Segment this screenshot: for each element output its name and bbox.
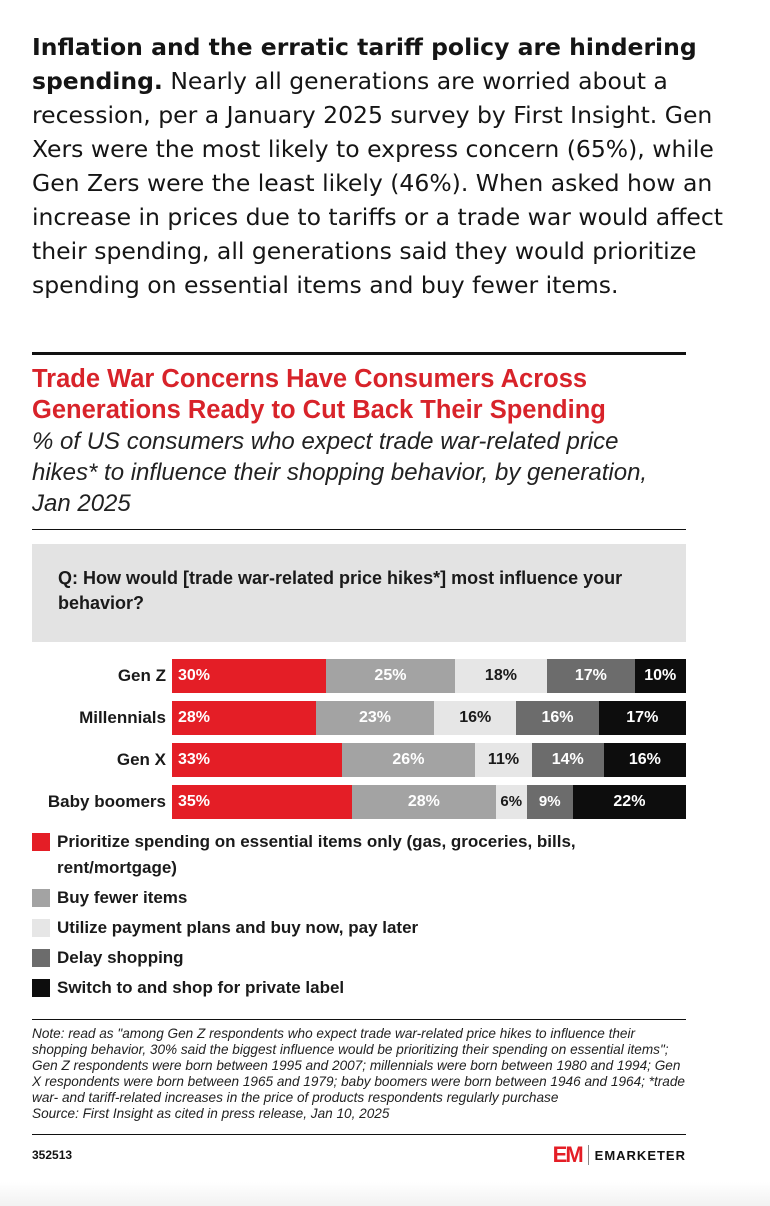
chart-note: Note: read as "among Gen Z respondents w… (32, 1026, 686, 1122)
bar-segment-gen-z-series-3: 18% (454, 659, 548, 693)
bar-stack: 35% 28% 6% 9% 22% (172, 785, 686, 819)
top-rule (32, 352, 686, 355)
bar-segment-gen-x-series-1: 33% (172, 743, 342, 777)
bar-segment-gen-z-series-1: 30% (172, 659, 327, 693)
legend-label: Buy fewer items (57, 888, 188, 907)
legend-label: Utilize payment plans and buy now, pay l… (57, 918, 419, 937)
legend-swatch (32, 833, 50, 851)
legend-swatch (32, 889, 50, 907)
bar-segment-millennials-series-2: 23% (315, 701, 435, 735)
bar-segment-millennials-series-1: 28% (172, 701, 316, 735)
category-label-gen-x: Gen X (116, 750, 166, 769)
category-label-gen-z: Gen Z (117, 666, 166, 685)
legend-item: Switch to and shop for private label (32, 975, 686, 1001)
emarketer-logo-text: EMARKETER (594, 1147, 686, 1163)
bar-segment-baby-boomers-series-4: 9% (526, 785, 573, 819)
bar-stack: 33% 26% 11% 14% 16% (172, 743, 686, 777)
source-text: Source: First Insight as cited in press … (32, 1106, 390, 1121)
note-text: Note: read as "among Gen Z respondents w… (32, 1026, 685, 1105)
legend-label: Delay shopping (57, 948, 184, 967)
bar-segment-millennials-series-5: 17% (598, 701, 686, 735)
bar-row-gen-z: Gen Z 30% 25% 18% 17% 10% (32, 659, 686, 693)
legend-swatch (32, 919, 50, 937)
bar-segment-gen-x-series-5: 16% (603, 743, 686, 777)
legend-swatch (32, 949, 50, 967)
bar-segment-gen-z-series-4: 17% (547, 659, 635, 693)
bar-row-gen-x: Gen X 33% 26% 11% 14% 16% (32, 743, 686, 777)
bar-stack: 28% 23% 16% 16% 17% (172, 701, 686, 735)
legend-item: Delay shopping (32, 945, 686, 971)
legend-item: Buy fewer items (32, 885, 686, 911)
emarketer-logo-mark: EM (552, 1142, 584, 1167)
chart-card: Trade War Concerns Have Consumers Across… (32, 352, 686, 1166)
legend-label: Switch to and shop for private label (57, 978, 345, 997)
legend-item: Utilize payment plans and buy now, pay l… (32, 915, 686, 941)
note-rule (32, 1019, 686, 1020)
bar-row-baby-boomers: Baby boomers 35% 28% 6% 9% 22% (32, 785, 686, 819)
bar-segment-gen-x-series-3: 11% (475, 743, 532, 777)
chart-id: 352513 (32, 1148, 73, 1162)
chart-footer: 352513 EM EMARKETER (32, 1134, 686, 1166)
intro-bold-lead: Inflation and the erratic tariff policy … (32, 33, 697, 95)
chart-title: Trade War Concerns Have Consumers Across… (32, 365, 606, 424)
bar-segment-gen-x-series-2: 26% (341, 743, 476, 777)
bar-segment-gen-z-series-5: 10% (634, 659, 686, 693)
bar-segment-baby-boomers-series-2: 28% (351, 785, 496, 819)
legend-label: Prioritize spending on essential items o… (57, 832, 576, 877)
category-label-baby-boomers: Baby boomers (47, 792, 166, 811)
logo-divider (587, 1145, 589, 1165)
bar-stack: 30% 25% 18% 17% 10% (172, 659, 686, 693)
chart-subtitle: % of US consumers who expect trade war-r… (32, 428, 648, 517)
bar-segment-baby-boomers-series-5: 22% (572, 785, 686, 819)
survey-question: Q: How would [trade war-related price hi… (32, 544, 686, 642)
legend-item: Prioritize spending on essential items o… (32, 829, 686, 881)
stacked-bar-chart: Gen Z 30% 25% 18% 17% 10% Millennials 28% 23% 16%… (32, 659, 686, 829)
bottom-shade (0, 1182, 770, 1206)
bar-segment-millennials-series-4: 16% (516, 701, 599, 735)
subtitle-rule (32, 529, 686, 530)
bar-segment-millennials-series-3: 16% (434, 701, 517, 735)
survey-question-text: Q: How would [trade war-related price hi… (58, 568, 623, 613)
bar-row-millennials: Millennials 28% 23% 16% 16% 17% (32, 701, 686, 735)
legend-swatch (32, 979, 50, 997)
category-label-millennials: Millennials (79, 708, 166, 727)
bar-segment-gen-x-series-4: 14% (531, 743, 604, 777)
emarketer-logo: EM EMARKETER (553, 1144, 686, 1166)
bar-segment-baby-boomers-series-3: 6% (495, 785, 527, 819)
intro-paragraph: Inflation and the erratic tariff policy … (32, 30, 732, 302)
bar-segment-gen-z-series-2: 25% (326, 659, 455, 693)
chart-legend: Prioritize spending on essential items o… (32, 829, 686, 1001)
bar-segment-baby-boomers-series-1: 35% (172, 785, 352, 819)
intro-text: Nearly all generations are worried about… (32, 67, 723, 299)
footer-rule (32, 1134, 686, 1135)
